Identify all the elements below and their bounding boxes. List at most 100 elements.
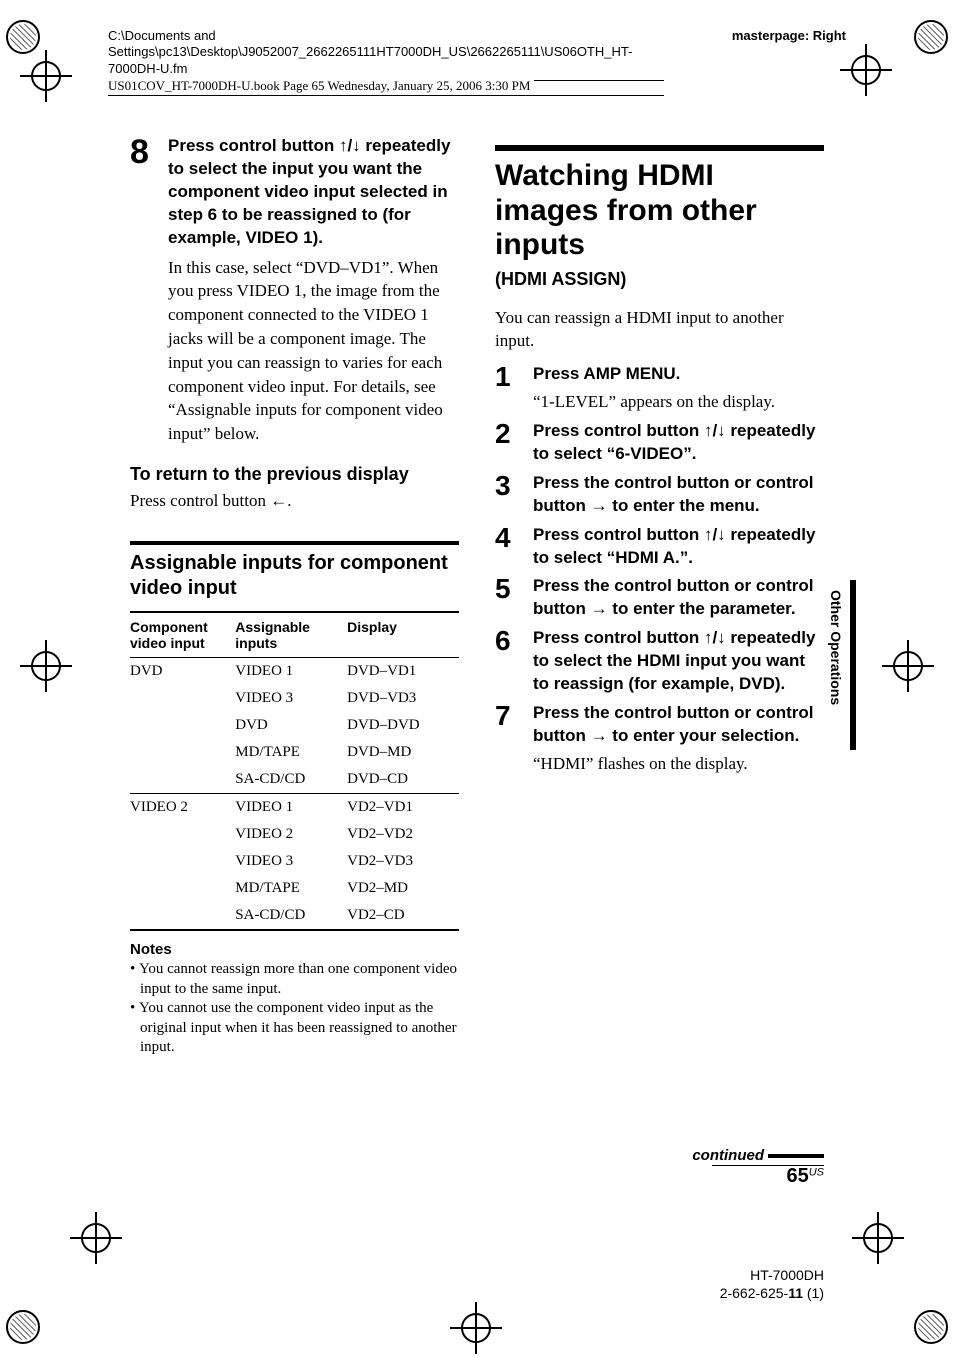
masterpage-label: masterpage: Right [732, 28, 846, 43]
step-number: 4 [495, 524, 519, 570]
crosshair-icon [852, 1212, 904, 1264]
assignable-table: Component video input Assignable inputs … [130, 611, 459, 931]
table-cell: VIDEO 3 [235, 848, 347, 875]
table-row: DVDDVD–DVD [130, 712, 459, 739]
note-item: You cannot reassign more than one compon… [130, 960, 459, 999]
table-row: VIDEO 3DVD–VD3 [130, 685, 459, 712]
page: C:\Documents and Settings\pc13\Desktop\J… [0, 0, 954, 1364]
crosshair-icon [70, 1212, 122, 1264]
step-heading: Press control button ↑/↓ repeatedly to s… [533, 627, 824, 696]
continued-text: continued [692, 1147, 764, 1164]
book-line-text: US01COV_HT-7000DH-U.book Page 65 Wednesd… [108, 78, 534, 94]
table-cell: DVD–VD3 [347, 685, 459, 712]
table-cell: DVD–VD1 [347, 658, 459, 686]
feature-subtitle: (HDMI ASSIGN) [495, 269, 824, 290]
table-header-row: Component video input Assignable inputs … [130, 612, 459, 658]
page-number: 65US [786, 1165, 824, 1188]
continued-bar-icon [768, 1154, 824, 1158]
step-heading: Press control button ↑/↓ repeatedly to s… [168, 135, 459, 250]
step-heading: Press the control button or control butt… [533, 702, 824, 748]
step-number: 3 [495, 472, 519, 518]
table-cell: DVD [130, 658, 235, 686]
table-cell: DVD [235, 712, 347, 739]
table-row: VIDEO 2VD2–VD2 [130, 821, 459, 848]
table-row: SA-CD/CDVD2–CD [130, 902, 459, 930]
table-cell [130, 685, 235, 712]
side-index-label: Other Operations [828, 590, 844, 705]
page-region: US [809, 1167, 824, 1179]
step-paragraph: “1-LEVEL” appears on the display. [533, 390, 824, 414]
return-heading: To return to the previous display [130, 464, 459, 485]
feature-intro: You can reassign a HDMI input to another… [495, 306, 824, 354]
table-cell: DVD–CD [347, 766, 459, 794]
footer-partno: 2-662-625- [720, 1285, 789, 1301]
step-heading: Press AMP MENU. [533, 363, 824, 386]
step-paragraph: In this case, select “DVD–VD1”. When you… [168, 256, 459, 446]
table-header: Assignable inputs [235, 612, 347, 658]
assignable-title: Assignable inputs for component video in… [130, 551, 459, 601]
footer-model: HT-7000DH [720, 1266, 824, 1284]
notes-list: You cannot reassign more than one compon… [130, 960, 459, 1058]
print-header: C:\Documents and Settings\pc13\Desktop\J… [108, 28, 846, 77]
return-paragraph: Press control button ←. [130, 491, 459, 511]
table-row: VIDEO 2VIDEO 1VD2–VD1 [130, 794, 459, 822]
footer-id-block: HT-7000DH 2-662-625-11 (1) [720, 1266, 824, 1302]
table-header: Component video input [130, 612, 235, 658]
registration-mark-icon [914, 20, 948, 54]
feature-rule [495, 145, 824, 151]
crosshair-icon [840, 44, 892, 96]
crosshair-icon [20, 640, 72, 692]
registration-mark-icon [914, 1310, 948, 1344]
table-cell [130, 766, 235, 794]
table-header: Display [347, 612, 459, 658]
table-cell: VIDEO 1 [235, 794, 347, 822]
crosshair-icon [20, 50, 72, 102]
step-number: 1 [495, 363, 519, 414]
step-heading: Press control button ↑/↓ repeatedly to s… [533, 524, 824, 570]
note-item: You cannot use the component video input… [130, 999, 459, 1058]
side-index-bar [850, 580, 856, 750]
step-heading: Press the control button or control butt… [533, 472, 824, 518]
step-3: 3 Press the control button or control but… [495, 472, 824, 518]
step-7: 7 Press the control button or control but… [495, 702, 824, 776]
footer-partno-suffix: (1) [803, 1285, 824, 1301]
step-number: 5 [495, 575, 519, 621]
step-number: 8 [130, 135, 154, 250]
table-cell: MD/TAPE [235, 875, 347, 902]
table-cell: SA-CD/CD [235, 902, 347, 930]
step-4: 4 Press control button ↑/↓ repeatedly to … [495, 524, 824, 570]
step-number: 7 [495, 702, 519, 776]
book-line: US01COV_HT-7000DH-U.book Page 65 Wednesd… [108, 78, 664, 98]
step-heading: Press the control button or control butt… [533, 575, 824, 621]
registration-mark-icon [6, 1310, 40, 1344]
notes-heading: Notes [130, 941, 459, 958]
crosshair-icon [450, 1302, 502, 1354]
file-path: C:\Documents and Settings\pc13\Desktop\J… [108, 28, 628, 77]
right-column: Watching HDMI images from other inputs (… [495, 135, 824, 1134]
page-number-value: 65 [786, 1165, 808, 1187]
step-5: 5 Press the control button or control but… [495, 575, 824, 621]
table-cell [130, 848, 235, 875]
table-cell: VIDEO 3 [235, 685, 347, 712]
table-row: DVDVIDEO 1DVD–VD1 [130, 658, 459, 686]
table-cell: MD/TAPE [235, 739, 347, 766]
registration-mark-icon [6, 20, 40, 54]
section-rule [130, 541, 459, 545]
table-cell [130, 902, 235, 930]
step-2: 2Press control button ↑/↓ repeatedly to … [495, 420, 824, 466]
left-column: 8 Press control button ↑/↓ repeatedly to… [130, 135, 459, 1134]
table-cell: VIDEO 2 [235, 821, 347, 848]
table-row: MD/TAPEVD2–MD [130, 875, 459, 902]
table-cell: VIDEO 2 [130, 794, 235, 822]
step-8: 8 Press control button ↑/↓ repeatedly to… [130, 135, 459, 250]
continued-label: continued [692, 1147, 824, 1164]
table-cell: VD2–CD [347, 902, 459, 930]
crosshair-icon [882, 640, 934, 692]
footer-partno-bold: 11 [788, 1285, 803, 1301]
content-area: 8 Press control button ↑/↓ repeatedly to… [130, 135, 824, 1134]
table-cell [130, 821, 235, 848]
table-cell: VD2–VD3 [347, 848, 459, 875]
table-cell: DVD–MD [347, 739, 459, 766]
table-cell: DVD–DVD [347, 712, 459, 739]
step-number: 6 [495, 627, 519, 696]
